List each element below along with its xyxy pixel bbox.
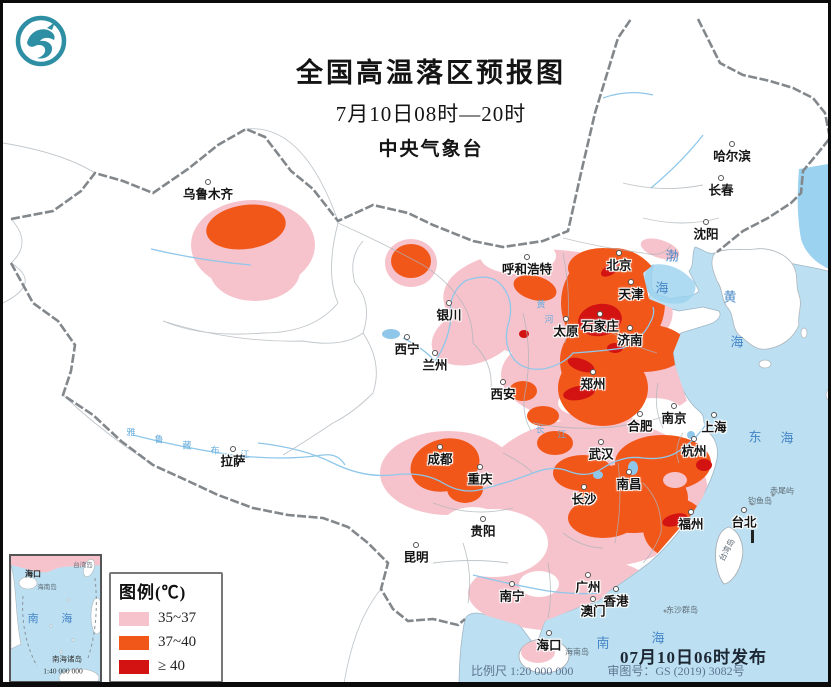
sea-of-japan <box>797 164 828 269</box>
province-borders <box>162 182 720 619</box>
legend: 图例(℃) 35~37 37~40 ≥ 40 <box>109 572 223 682</box>
korea-peninsula <box>711 248 828 401</box>
legend-item: 35~37 <box>119 610 213 627</box>
footer-meta: 比例尺 1:20 000 000 审图号：GS (2019) 3082号 <box>471 662 821 679</box>
issue-time: 07月10日06时发布 <box>620 648 767 667</box>
heat-zones <box>191 200 722 631</box>
legend-range-label: 35~37 <box>158 610 197 626</box>
china-heat-map <box>3 3 828 682</box>
forecast-time-range: 7月10日08时—20时 <box>335 102 527 126</box>
legend-item: 37~40 <box>119 634 213 651</box>
agency-name: 中央气象台 <box>378 139 484 160</box>
legend-range-label: 37~40 <box>158 634 197 650</box>
map-approval-number: 审图号：GS (2019) 3082号 <box>607 664 745 678</box>
islands <box>518 526 744 674</box>
map-scale: 比例尺 1:20 000 000 <box>471 664 574 678</box>
inset-map-south-china-sea: 台湾岛 海口 海南岛 南 海 南海诸岛 1:40 000 000 <box>9 554 102 682</box>
legend-item: ≥ 40 <box>119 658 213 675</box>
zone-40-plus <box>519 263 712 527</box>
taipei-marker <box>751 530 754 543</box>
cma-dragon-logo <box>13 13 69 74</box>
inset-taiwan-label: 台湾岛 <box>73 562 93 569</box>
legend-swatch <box>119 611 149 626</box>
taiwan-island <box>715 526 744 585</box>
legend-swatch <box>119 659 149 674</box>
inset-scale: 1:40 000 000 <box>43 666 83 676</box>
inset-sea-name: 南 海 <box>27 613 83 625</box>
national-boundary <box>9 18 828 627</box>
title-block: 全国高温落区预报图 7月10日08时—20时 中央气象台 <box>296 51 566 161</box>
inset-hainan-label: 海南岛 <box>37 584 57 591</box>
legend-title: 图例(℃) <box>119 583 187 602</box>
inset-haikou-label: 海口 <box>25 569 41 579</box>
inset-islands-label: 南海诸岛 <box>52 654 82 664</box>
legend-range-label: ≥ 40 <box>158 658 185 674</box>
map-title: 全国高温落区预报图 <box>296 58 566 88</box>
legend-swatch <box>119 635 149 650</box>
